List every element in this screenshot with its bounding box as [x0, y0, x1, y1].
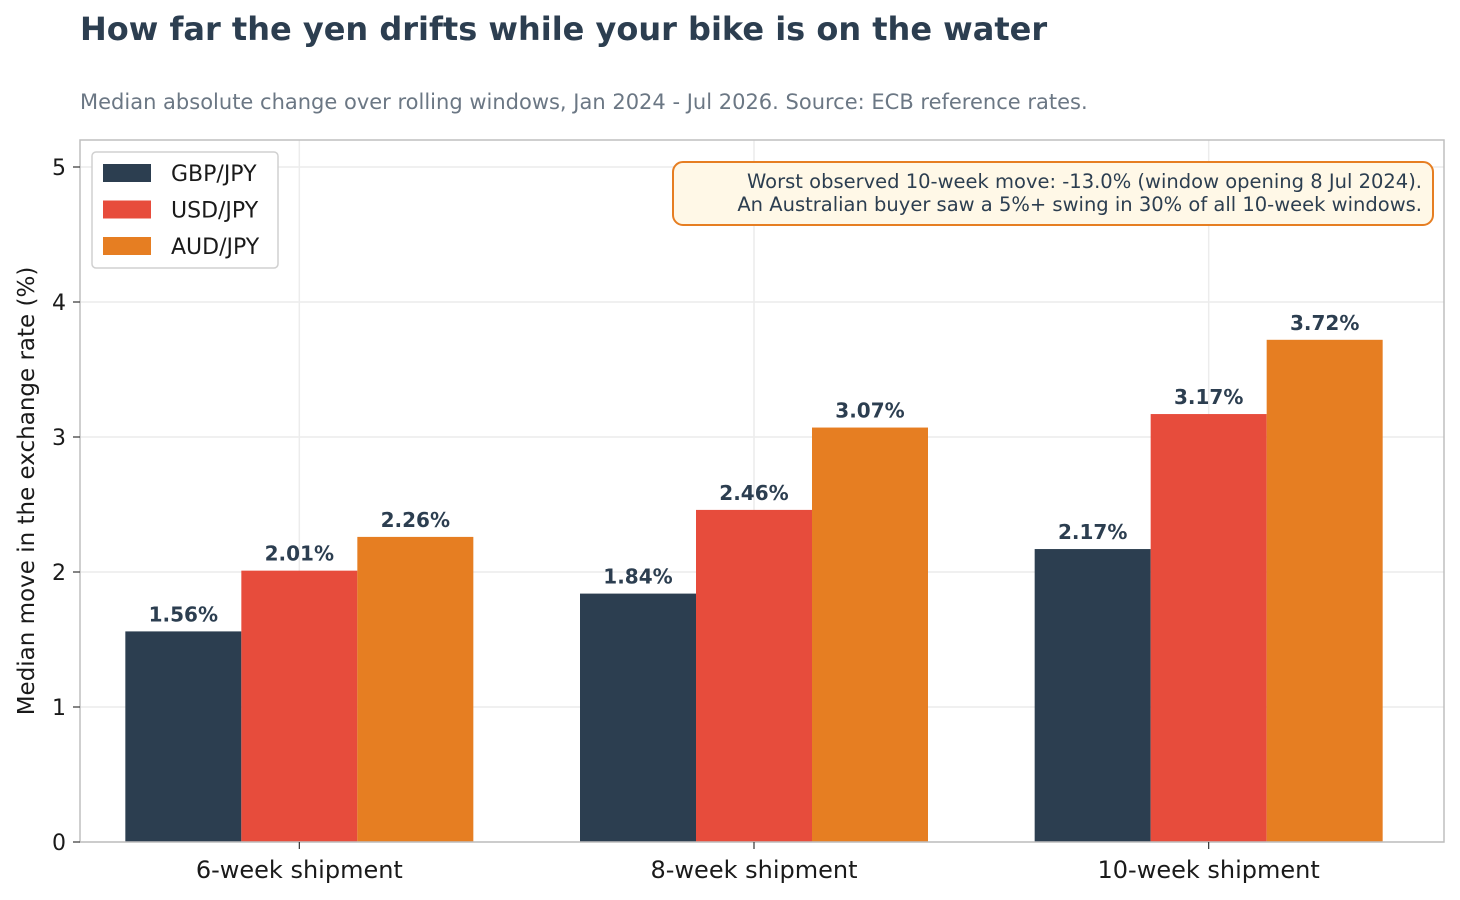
legend-swatch — [103, 237, 151, 255]
annotation-box: Worst observed 10-week move: -13.0% (win… — [672, 161, 1434, 226]
x-tick-label: 8-week shipment — [651, 856, 858, 884]
y-axis-label: Median move in the exchange rate (%) — [14, 267, 40, 716]
bar — [241, 570, 358, 842]
bar-value-label: 2.17% — [1058, 520, 1127, 544]
bar — [580, 593, 696, 842]
bar-value-label: 2.01% — [265, 542, 334, 566]
y-tick-label: 0 — [52, 831, 66, 856]
y-tick-label: 5 — [52, 156, 66, 181]
legend-swatch — [103, 164, 151, 182]
bar-value-label: 1.56% — [149, 602, 218, 626]
y-tick-label: 4 — [52, 291, 66, 316]
legend: GBP/JPY USD/JPY AUD/JPY — [91, 151, 279, 269]
annotation-frame — [672, 161, 1434, 226]
bar — [696, 509, 812, 842]
bar — [1034, 549, 1151, 842]
y-tick-label: 2 — [52, 561, 66, 586]
bar-value-labels: 1.56% 1.84% 2.17% 2.01% 2.46% 3.17% 2.26% 3.07%… — [149, 311, 1360, 627]
bar-value-label: 3.72% — [1290, 311, 1359, 335]
legend-swatch — [103, 200, 151, 219]
bar — [1150, 414, 1267, 842]
legend-label: USD/JPY — [171, 199, 259, 224]
chart-subtitle: Median absolute change over rolling wind… — [80, 90, 1088, 114]
bar — [812, 427, 928, 842]
bar-value-label: 2.26% — [381, 508, 450, 532]
annotation-line: An Australian buyer saw a 5%+ swing in 3… — [737, 193, 1422, 216]
bar — [357, 536, 474, 842]
bar-value-label: 1.84% — [603, 565, 672, 589]
x-tick-label: 6-week shipment — [196, 856, 403, 884]
legend-label: GBP/JPY — [171, 162, 257, 187]
bars — [125, 339, 1383, 842]
bar-value-label: 3.07% — [835, 399, 904, 423]
bar — [125, 631, 242, 842]
axis-ticks: 0 1 2 3 4 5 6-week shipment 8-week shipment 10-w… — [52, 156, 1320, 884]
plot-frame — [79, 139, 1445, 843]
annotation-line: Worst observed 10-week move: -13.0% (win… — [747, 170, 1422, 193]
x-tick-label: 10-week shipment — [1098, 856, 1320, 884]
bar — [1266, 339, 1383, 842]
bar-value-label: 3.17% — [1174, 385, 1243, 409]
y-tick-label: 3 — [52, 426, 66, 451]
y-tick-label: 1 — [52, 696, 66, 721]
legend-label: AUD/JPY — [171, 235, 260, 260]
chart-title: How far the yen drifts while your bike i… — [80, 10, 1048, 48]
bar-value-label: 2.46% — [719, 481, 788, 505]
